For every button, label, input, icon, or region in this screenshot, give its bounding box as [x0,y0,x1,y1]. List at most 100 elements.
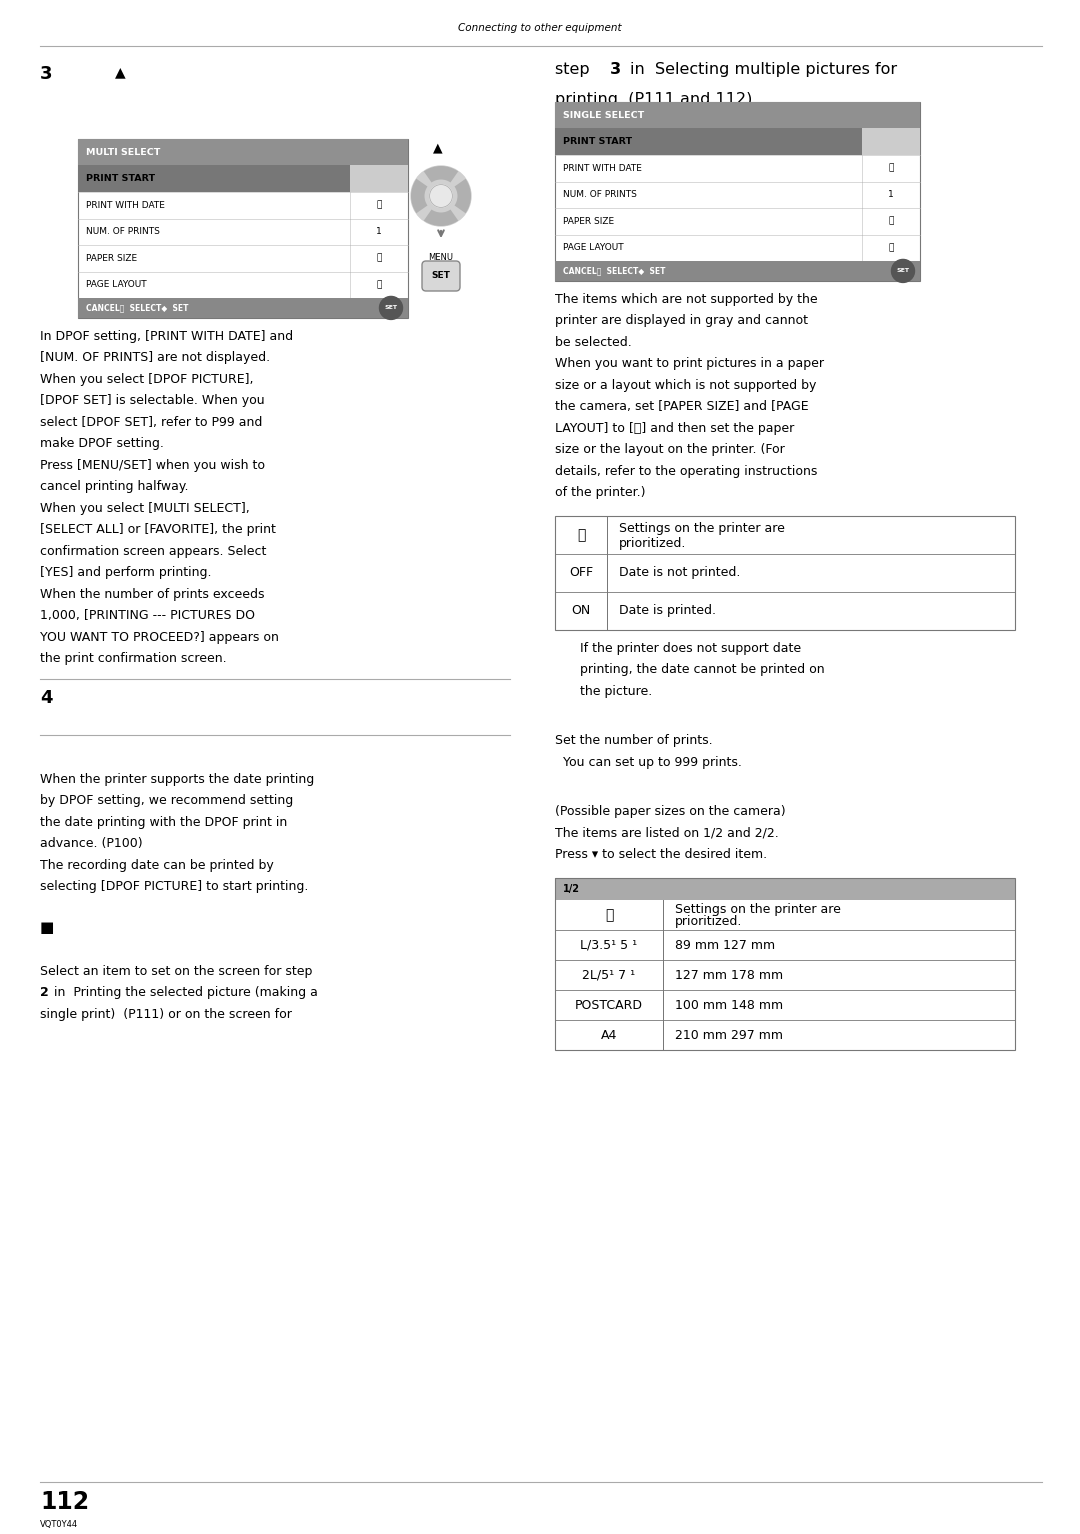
Bar [862,129,920,155]
Text: 1: 1 [376,227,382,236]
Text: 3: 3 [610,61,621,77]
Text: If the printer does not support date: If the printer does not support date [580,641,801,655]
Text: the print confirmation screen.: the print confirmation screen. [40,652,227,666]
Bar [78,166,350,192]
Wedge shape [455,179,471,213]
Text: MULTI SELECT: MULTI SELECT [86,147,160,156]
Text: prioritized.: prioritized. [675,916,742,928]
Bar [555,877,1015,900]
Text: CANCEL山  SELECT◆  SET: CANCEL山 SELECT◆ SET [86,304,189,313]
Circle shape [411,166,471,225]
Text: ON: ON [571,604,591,617]
Text: step: step [555,61,595,77]
Text: PRINT WITH DATE: PRINT WITH DATE [563,164,642,173]
Text: [YES] and perform printing.: [YES] and perform printing. [40,566,212,580]
Text: (Possible paper sizes on the camera): (Possible paper sizes on the camera) [555,805,785,818]
Text: 🖨: 🖨 [376,253,381,262]
Bar [555,515,1015,630]
Bar [555,900,1015,1051]
Text: in  Printing the selected picture (making a: in Printing the selected picture (making… [54,986,318,999]
Text: PRINT WITH DATE: PRINT WITH DATE [86,201,165,210]
Text: the date printing with the DPOF print in: the date printing with the DPOF print in [40,816,287,828]
Text: 🖨: 🖨 [889,244,893,252]
Text: ■: ■ [40,920,54,934]
Text: 2L/5¹ 7 ¹: 2L/5¹ 7 ¹ [582,969,635,982]
Text: 2: 2 [40,986,49,999]
Text: 4: 4 [40,689,53,707]
Circle shape [891,259,915,282]
Text: 🖨: 🖨 [577,528,585,542]
Text: 🖨: 🖨 [376,201,381,210]
Bar [555,129,862,155]
Bar [555,101,920,129]
Bar [78,140,408,318]
Text: 3: 3 [40,64,53,83]
Wedge shape [423,166,458,183]
Text: [DPOF SET] is selectable. When you: [DPOF SET] is selectable. When you [40,394,265,408]
Text: SET: SET [896,268,909,273]
Text: MENU: MENU [429,253,454,262]
Text: advance. (P100): advance. (P100) [40,838,143,850]
Text: 🖨: 🖨 [889,164,893,173]
Text: When you select [MULTI SELECT],: When you select [MULTI SELECT], [40,502,249,515]
Text: printing, the date cannot be printed on: printing, the date cannot be printed on [580,663,825,676]
Text: make DPOF setting.: make DPOF setting. [40,437,164,451]
Text: L/3.5¹ 5 ¹: L/3.5¹ 5 ¹ [580,939,637,953]
Text: printer are displayed in gray and cannot: printer are displayed in gray and cannot [555,314,808,327]
Text: in  Selecting multiple pictures for: in Selecting multiple pictures for [630,61,897,77]
Circle shape [430,184,453,207]
Text: ▲: ▲ [433,141,443,153]
Text: The items are listed on 1/2 and 2/2.: The items are listed on 1/2 and 2/2. [555,827,779,841]
Text: 127 mm 178 mm: 127 mm 178 mm [675,969,783,982]
Text: confirmation screen appears. Select: confirmation screen appears. Select [40,545,267,558]
Text: cancel printing halfway.: cancel printing halfway. [40,480,189,494]
Text: Settings on the printer are: Settings on the printer are [619,522,785,534]
Text: POSTCARD: POSTCARD [575,999,643,1012]
Text: 100 mm 148 mm: 100 mm 148 mm [675,999,783,1012]
Text: size or a layout which is not supported by: size or a layout which is not supported … [555,379,816,391]
Text: selecting [DPOF PICTURE] to start printing.: selecting [DPOF PICTURE] to start printi… [40,881,309,893]
Text: PAPER SIZE: PAPER SIZE [563,216,615,225]
Text: 210 mm 297 mm: 210 mm 297 mm [675,1029,783,1042]
Text: 🖨: 🖨 [376,281,381,290]
Text: You can set up to 999 prints.: You can set up to 999 prints. [555,756,742,769]
Text: [NUM. OF PRINTS] are not displayed.: [NUM. OF PRINTS] are not displayed. [40,351,270,365]
Text: PRINT START: PRINT START [86,175,156,183]
Text: prioritized.: prioritized. [619,537,687,549]
Text: [SELECT ALL] or [FAVORITE], the print: [SELECT ALL] or [FAVORITE], the print [40,523,275,537]
Text: the picture.: the picture. [580,684,652,698]
Text: 112: 112 [40,1490,90,1514]
Text: In DPOF setting, [PRINT WITH DATE] and: In DPOF setting, [PRINT WITH DATE] and [40,330,293,344]
Text: 🖨: 🖨 [889,216,893,225]
Bar [78,298,408,318]
Text: 🖨: 🖨 [605,908,613,922]
Text: Connecting to other equipment: Connecting to other equipment [458,23,622,34]
Text: printing  (P111 and 112).: printing (P111 and 112). [555,92,757,107]
Text: the camera, set [PAPER SIZE] and [PAGE: the camera, set [PAPER SIZE] and [PAGE [555,400,809,413]
Text: When you want to print pictures in a paper: When you want to print pictures in a pap… [555,357,824,370]
Text: When you select [DPOF PICTURE],: When you select [DPOF PICTURE], [40,373,254,387]
Text: ▲: ▲ [114,64,125,78]
Text: PAPER SIZE: PAPER SIZE [86,253,137,262]
Text: PAGE LAYOUT: PAGE LAYOUT [86,281,147,290]
Text: SET: SET [432,272,450,281]
Wedge shape [411,179,428,213]
Text: YOU WANT TO PROCEED?] appears on: YOU WANT TO PROCEED?] appears on [40,630,279,644]
Text: single print)  (P111) or on the screen for: single print) (P111) or on the screen fo… [40,1008,292,1020]
Bar [555,877,1015,1051]
Text: VQT0Y44: VQT0Y44 [40,1520,78,1529]
Text: 1: 1 [888,190,894,199]
Text: OFF: OFF [569,566,593,580]
Text: details, refer to the operating instructions: details, refer to the operating instruct… [555,465,818,479]
Text: size or the layout on the printer. (For: size or the layout on the printer. (For [555,443,785,457]
Text: Press ▾ to select the desired item.: Press ▾ to select the desired item. [555,848,767,862]
Bar [78,140,408,166]
Text: When the printer supports the date printing: When the printer supports the date print… [40,773,314,785]
Text: by DPOF setting, we recommend setting: by DPOF setting, we recommend setting [40,795,294,807]
Text: PRINT START: PRINT START [563,137,632,146]
Text: 89 mm 127 mm: 89 mm 127 mm [675,939,775,953]
Text: Select an item to set on the screen for step: Select an item to set on the screen for … [40,965,312,977]
Text: Press [MENU/SET] when you wish to: Press [MENU/SET] when you wish to [40,459,265,472]
Text: Settings on the printer are: Settings on the printer are [675,904,841,916]
Text: Set the number of prints.: Set the number of prints. [555,735,713,747]
